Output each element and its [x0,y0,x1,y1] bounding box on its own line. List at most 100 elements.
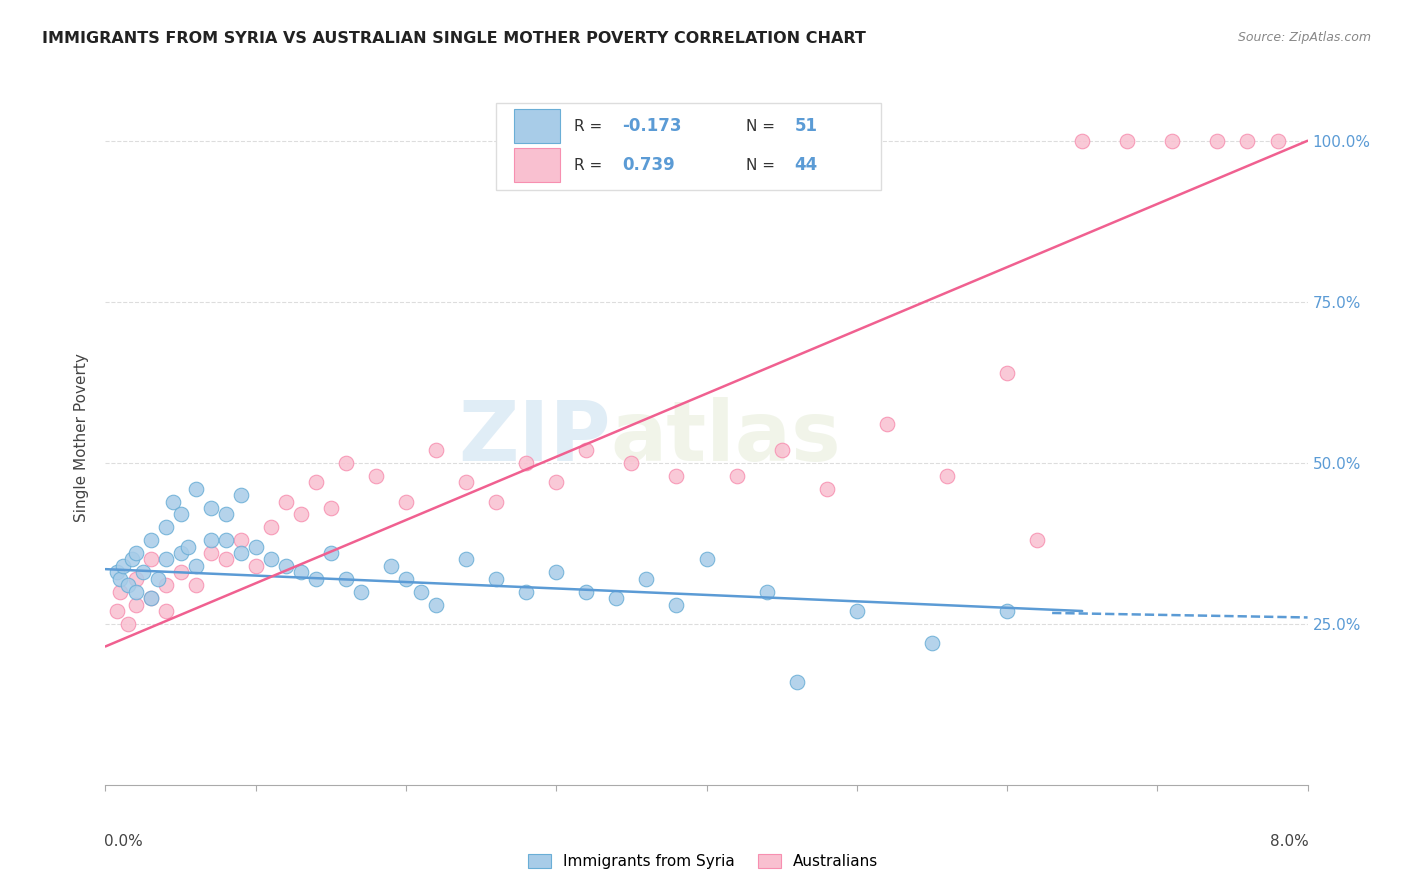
Text: R =: R = [574,119,607,134]
Point [636,572,658,586]
Point [1116,134,1139,148]
Point [110,584,132,599]
Point [169,566,191,580]
Point [169,508,191,522]
Point [425,442,447,457]
Text: ZIP: ZIP [458,397,610,477]
Point [139,591,162,606]
Point [395,494,418,508]
Point [350,584,373,599]
Point [274,558,297,573]
Point [620,456,643,470]
Point [274,494,297,508]
Point [1026,533,1049,548]
Point [665,598,688,612]
Point [200,546,222,560]
Point [214,508,236,522]
Point [214,552,236,566]
Point [177,540,200,554]
Text: 44: 44 [794,156,817,174]
Point [110,572,132,586]
FancyBboxPatch shape [496,103,880,190]
Point [169,546,191,560]
Text: 8.0%: 8.0% [1270,834,1309,848]
Point [995,366,1018,380]
Point [755,584,778,599]
Point [305,475,328,490]
FancyBboxPatch shape [515,110,560,143]
Point [1161,134,1184,148]
Point [200,533,222,548]
Point [409,584,432,599]
Point [260,520,283,534]
Point [290,566,312,580]
Point [155,520,177,534]
Point [1267,134,1289,148]
Point [380,558,402,573]
Point [515,456,537,470]
Point [786,674,808,689]
Point [815,482,838,496]
Point [214,533,236,548]
Point [319,500,342,515]
Point [845,604,868,618]
Y-axis label: Single Mother Poverty: Single Mother Poverty [75,352,90,522]
Point [184,482,207,496]
Point [546,475,568,490]
Point [319,546,342,560]
Point [305,572,328,586]
Point [876,417,898,432]
Point [146,572,169,586]
Point [290,508,312,522]
Text: atlas: atlas [610,397,841,477]
Point [155,578,177,592]
Text: 51: 51 [794,117,817,135]
Point [605,591,627,606]
Point [132,566,155,580]
Point [139,533,162,548]
Point [162,494,184,508]
Point [139,552,162,566]
Point [121,552,143,566]
Point [124,546,146,560]
Point [245,540,267,554]
Point [155,604,177,618]
Point [1206,134,1229,148]
Point [575,442,598,457]
Point [124,572,146,586]
Point [995,604,1018,618]
Point [124,584,146,599]
Point [117,616,139,631]
Point [515,584,537,599]
Point [425,598,447,612]
Point [395,572,418,586]
Point [245,558,267,573]
Point [112,558,135,573]
Point [107,566,129,580]
Point [260,552,283,566]
Point [454,552,477,566]
Point [1071,134,1094,148]
Text: N =: N = [747,119,780,134]
Point [364,468,387,483]
Point [184,558,207,573]
Legend: Immigrants from Syria, Australians: Immigrants from Syria, Australians [522,848,884,875]
Point [485,572,508,586]
Point [665,468,688,483]
Point [139,591,162,606]
Point [454,475,477,490]
Point [921,636,943,650]
Point [229,546,252,560]
Point [696,552,718,566]
Point [155,552,177,566]
Point [229,488,252,502]
Point [117,578,139,592]
Point [485,494,508,508]
Point [200,500,222,515]
Text: Source: ZipAtlas.com: Source: ZipAtlas.com [1237,31,1371,45]
Point [725,468,748,483]
Point [575,584,598,599]
Text: IMMIGRANTS FROM SYRIA VS AUSTRALIAN SINGLE MOTHER POVERTY CORRELATION CHART: IMMIGRANTS FROM SYRIA VS AUSTRALIAN SING… [42,31,866,46]
Text: 0.0%: 0.0% [104,834,143,848]
Text: -0.173: -0.173 [623,117,682,135]
